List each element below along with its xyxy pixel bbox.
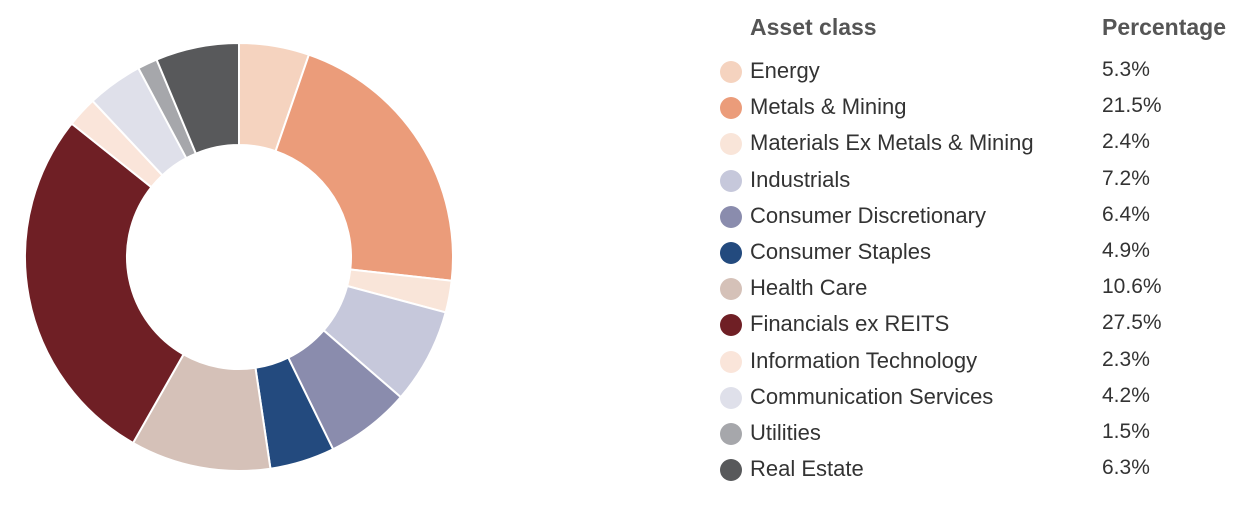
legend-item-consumer-staples: Consumer Staples 4.9% xyxy=(720,235,1240,271)
donut-slice-metals-and-mining xyxy=(274,53,454,282)
legend-value: 10.6% xyxy=(1102,275,1162,299)
legend-value: 27.5% xyxy=(1102,311,1162,335)
legend-label: Communication Services xyxy=(750,383,994,409)
legend-item-real-estate: Real Estate 6.3% xyxy=(720,452,1240,488)
legend-label: Information Technology xyxy=(750,347,978,373)
legend-item-utilities: Utilities 1.5% xyxy=(720,416,1240,452)
legend-value: 21.5% xyxy=(1102,94,1162,118)
legend: Asset class Percentage Energy 5.3% Metals … xyxy=(720,14,1240,488)
legend-swatch xyxy=(720,241,742,264)
donut-slice-financials-ex-reits xyxy=(24,122,185,445)
legend-swatch xyxy=(720,350,742,373)
legend-item-industrials: Industrials 7.2% xyxy=(720,163,1240,199)
legend-header: Asset class Percentage xyxy=(720,14,1240,54)
legend-item-communication-services: Communication Services 4.2% xyxy=(720,380,1240,416)
legend-value: 2.4% xyxy=(1102,130,1150,154)
legend-label: Health Care xyxy=(750,275,868,301)
legend-value: 4.2% xyxy=(1102,383,1150,407)
legend-item-information-technology: Information Technology 2.3% xyxy=(720,344,1240,380)
legend-value: 4.9% xyxy=(1102,238,1150,262)
legend-value: 1.5% xyxy=(1102,419,1150,443)
legend-label: Industrials xyxy=(750,166,851,192)
legend-item-consumer-discretionary: Consumer Discretionary 6.4% xyxy=(720,199,1240,235)
legend-swatch xyxy=(720,422,742,445)
legend-label: Real Estate xyxy=(750,456,864,482)
legend-value: 2.3% xyxy=(1102,347,1150,371)
legend-swatch xyxy=(720,314,742,337)
legend-label: Materials Ex Metals & Mining xyxy=(750,130,1034,156)
legend-item-metals-and-mining: Metals & Mining 21.5% xyxy=(720,90,1240,126)
donut-chart xyxy=(24,41,454,472)
legend-item-materials-ex-metals-and-mining: Materials Ex Metals & Mining 2.4% xyxy=(720,126,1240,162)
legend-label: Consumer Staples xyxy=(750,238,931,264)
legend-value: 5.3% xyxy=(1102,58,1150,81)
legend-label: Energy xyxy=(750,58,820,83)
legend-swatch xyxy=(720,133,742,156)
legend-rows: Energy 5.3% Metals & Mining 21.5% Materials … xyxy=(720,54,1240,488)
legend-swatch xyxy=(720,169,742,192)
legend-label: Metals & Mining xyxy=(750,94,907,120)
legend-value: 6.4% xyxy=(1102,202,1150,226)
legend-swatch xyxy=(720,205,742,228)
donut-slice-real-estate xyxy=(155,41,240,155)
legend-label: Financials ex REITS xyxy=(750,311,950,337)
legend-header-percentage: Percentage xyxy=(1102,14,1227,40)
legend-header-asset-class: Asset class xyxy=(750,14,877,40)
legend-value: 7.2% xyxy=(1102,166,1150,190)
legend-item-financials-ex-reits: Financials ex REITS 27.5% xyxy=(720,307,1240,343)
legend-label: Utilities xyxy=(750,419,821,445)
legend-swatch xyxy=(720,97,742,120)
legend-label: Consumer Discretionary xyxy=(750,202,986,228)
legend-swatch xyxy=(720,278,742,301)
legend-item-health-care: Health Care 10.6% xyxy=(720,271,1240,307)
legend-swatch xyxy=(720,61,742,83)
legend-value: 6.3% xyxy=(1102,456,1150,480)
legend-item-energy: Energy 5.3% xyxy=(720,54,1240,90)
legend-swatch xyxy=(720,386,742,409)
legend-swatch xyxy=(720,459,742,482)
